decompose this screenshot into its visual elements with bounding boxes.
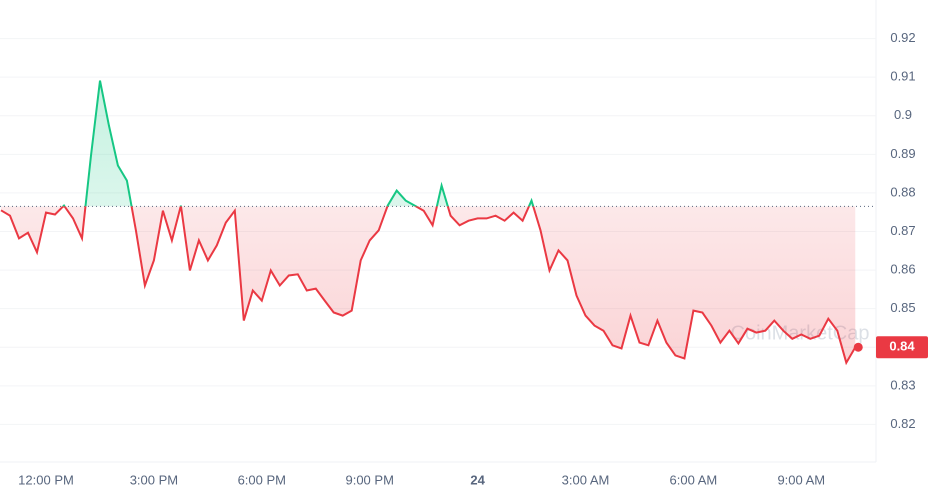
- x-tick-label: 3:00 AM: [562, 472, 610, 487]
- last-point: [853, 342, 863, 352]
- price-line-down: [0, 206, 857, 366]
- x-tick-label: 9:00 AM: [777, 472, 825, 487]
- y-tick-label: 0.85: [890, 300, 915, 315]
- y-tick-label: 0.87: [890, 223, 915, 238]
- current-price-box: [876, 336, 928, 359]
- y-tick-label: 0.9: [894, 107, 912, 122]
- area-up: [63, 80, 534, 207]
- x-tick-label: 3:00 PM: [130, 472, 178, 487]
- x-tick-label: 6:00 PM: [238, 472, 286, 487]
- y-tick-label: 0.82: [890, 416, 915, 431]
- y-tick-label: 0.92: [890, 30, 915, 45]
- x-tick-label: 12:00 PM: [18, 472, 74, 487]
- y-tick-label: 0.88: [890, 184, 915, 199]
- x-tick-label: 6:00 AM: [670, 472, 718, 487]
- current-price-label: 0.84: [889, 339, 915, 354]
- y-tick-label: 0.91: [890, 69, 915, 84]
- x-tick-label: 24: [470, 472, 485, 487]
- y-tick-label: 0.89: [890, 146, 915, 161]
- y-tick-label: 0.86: [890, 262, 915, 277]
- area-down: [1, 206, 856, 363]
- y-tick-label: 0.83: [890, 377, 915, 392]
- x-tick-label: 9:00 PM: [345, 472, 393, 487]
